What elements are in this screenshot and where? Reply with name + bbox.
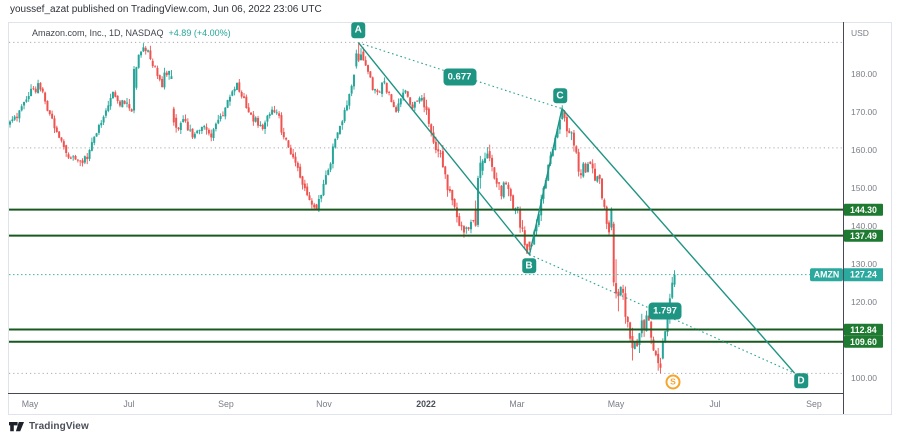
time-tick-label: Mar (509, 399, 525, 409)
price-tick-label: 120.00 (851, 297, 877, 308)
price-level-badge: 137.49 (844, 229, 883, 242)
price-change: +4.89 (+4.00%) (168, 28, 231, 38)
pattern-point-c[interactable]: C (553, 87, 567, 104)
symbol-title: Amazon.com, Inc., 1D, NASDAQ (32, 28, 164, 38)
last-price-badge: 127.24 (844, 267, 883, 282)
time-tick-label: May (607, 399, 625, 409)
pattern-point-d[interactable]: D (794, 372, 808, 389)
price-tick-label: 160.00 (851, 144, 877, 155)
price-tick-label: 140.00 (851, 221, 877, 231)
pattern-ratio-label: 1.797 (648, 302, 682, 319)
price-tick-label: 130.00 (851, 259, 877, 270)
pattern-point-a[interactable]: A (351, 22, 366, 38)
up-candle-wicks (9, 43, 676, 360)
tradingview-logo-icon (9, 421, 24, 431)
time-tick-label: Nov (316, 399, 332, 409)
time-tick-label: Sep (218, 399, 234, 409)
price-level-badge: 144.30 (844, 203, 883, 216)
pattern-point-b[interactable]: B (522, 257, 536, 274)
tradingview-attribution[interactable]: TradingView (9, 421, 89, 432)
chart-legend[interactable]: Amazon.com, Inc., 1D, NASDAQ +4.89 (+4.00… (32, 28, 231, 38)
abcd-pattern-lines[interactable] (357, 42, 796, 374)
price-tick-label: 180.00 (851, 68, 877, 79)
price-tick-label: 170.00 (851, 106, 877, 117)
tradingview-logo-glyph (9, 421, 24, 431)
up-candle-bodies (9, 47, 676, 359)
published-line: youssef_azat published on TradingView.co… (10, 4, 322, 15)
price-tick-label: 100.00 (851, 373, 877, 384)
symbol-price-flag: AMZN (810, 267, 843, 282)
time-tick-label: Sep (806, 399, 822, 409)
split-event-marker[interactable]: S (665, 374, 681, 389)
plot-area[interactable] (9, 41, 843, 374)
price-unit-label: USD (851, 28, 869, 38)
price-tick-label: 150.00 (851, 182, 877, 193)
time-tick-label: Jul (709, 399, 721, 409)
time-tick-label: May (21, 399, 39, 409)
price-level-badge: 109.60 (844, 335, 883, 349)
time-tick-label: Jul (123, 399, 135, 409)
price-level-badge: 112.84 (844, 323, 883, 336)
chart-widget-frame (8, 22, 892, 415)
time-tick-label: 2022 (416, 399, 436, 409)
tradingview-logo-text: TradingView (29, 421, 89, 432)
pattern-ratio-label: 0.677 (443, 68, 476, 85)
